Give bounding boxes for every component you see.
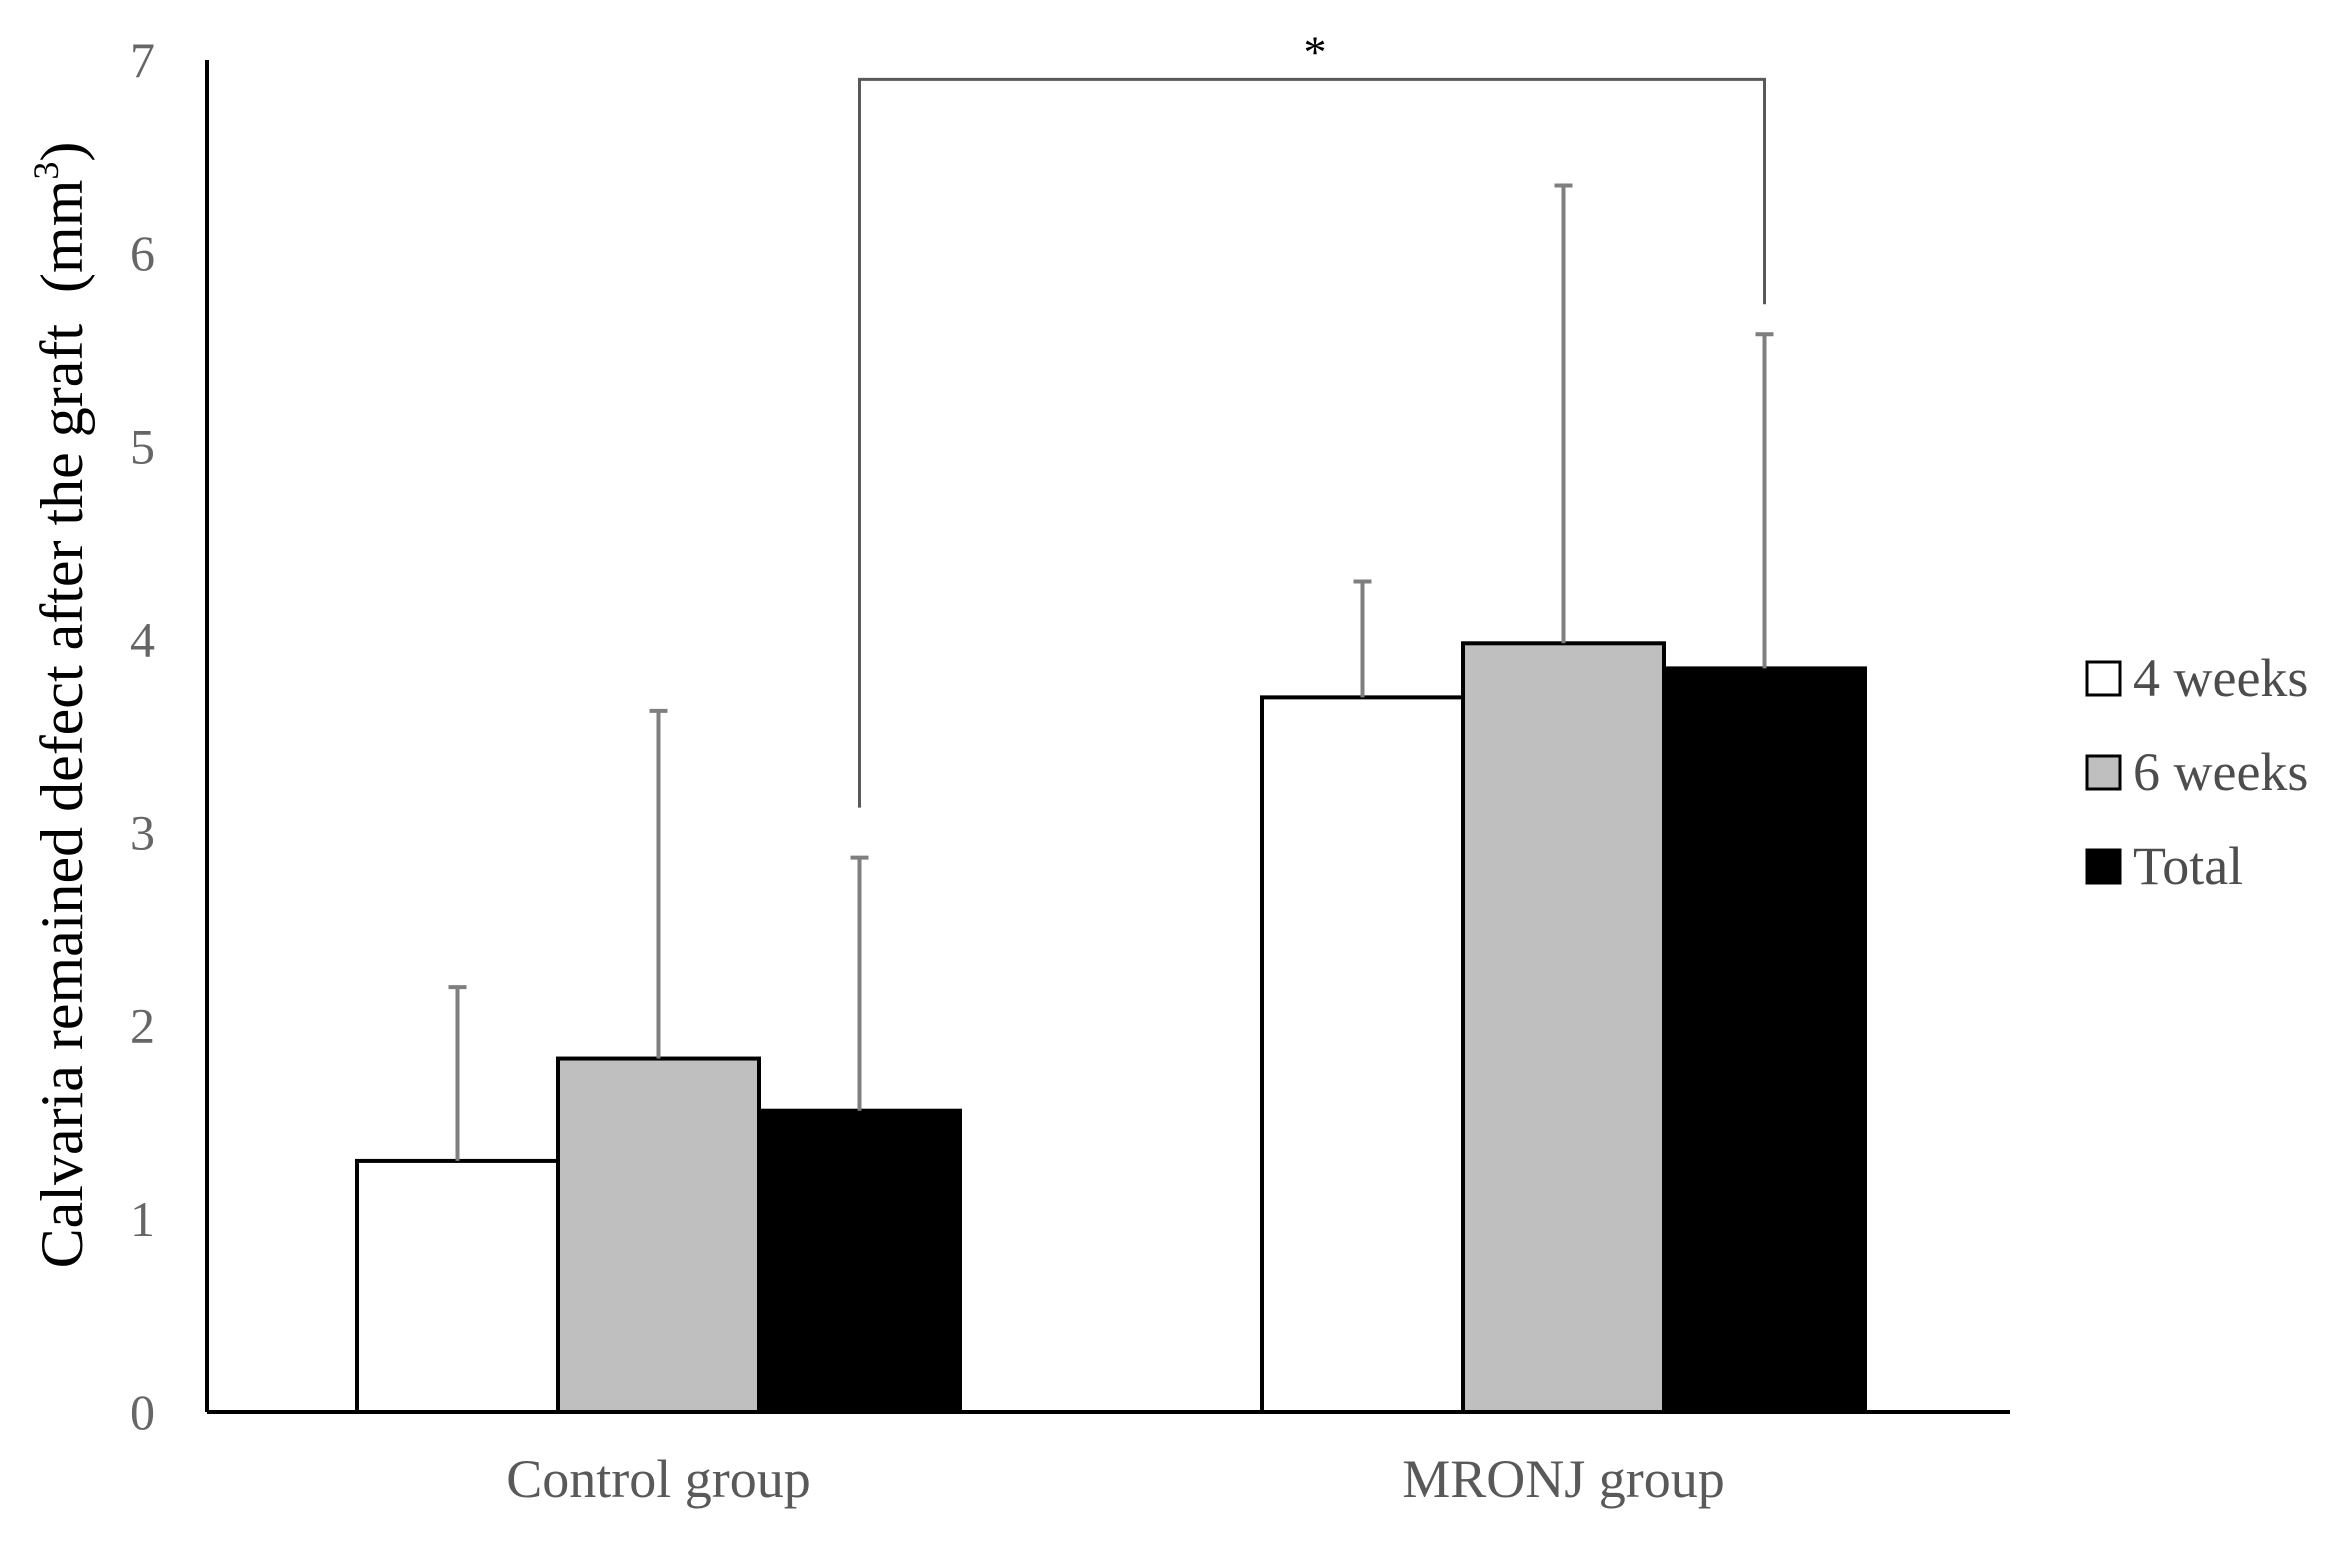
error-bar <box>448 985 467 1161</box>
bar-6-weeks-1 <box>1461 641 1666 1414</box>
legend: 4 weeks 6 weeks Total <box>2085 648 2308 896</box>
legend-label: Total <box>2133 836 2243 896</box>
y-tick-label: 7 <box>130 32 155 88</box>
error-bar <box>850 855 869 1111</box>
bar-total-0 <box>757 1108 962 1414</box>
y-axis-title: Calvaria remained defect after the graft… <box>26 142 95 1269</box>
legend-item: 4 weeks <box>2085 648 2308 708</box>
error-bar <box>1755 332 1774 669</box>
y-tick-label: 6 <box>130 225 155 281</box>
axes-layer <box>205 60 2010 1414</box>
x-category-label: Control group <box>506 1449 811 1509</box>
y-ticks-layer: 0 1 2 3 4 5 6 7 <box>130 32 155 1440</box>
legend-item: Total <box>2085 836 2243 896</box>
y-axis-unit-close: ) <box>29 142 95 162</box>
legend-label: 4 weeks <box>2133 648 2308 708</box>
y-tick-label: 1 <box>130 1191 155 1247</box>
y-axis-unit-sup: 3 <box>26 162 66 180</box>
significance-layer: * <box>858 26 1766 808</box>
bar-4-weeks-1 <box>1260 695 1465 1414</box>
y-tick-label: 4 <box>130 611 155 667</box>
bar-4-weeks-0 <box>355 1158 560 1415</box>
error-bars-layer <box>448 183 1774 1161</box>
bars-layer <box>355 641 1867 1415</box>
error-bar <box>1353 579 1372 698</box>
y-axis-title-text: Calvaria remained defect after the graft <box>29 324 95 1269</box>
y-tick-label: 0 <box>130 1384 155 1440</box>
y-tick-label: 2 <box>130 998 155 1054</box>
error-bar <box>649 708 668 1059</box>
legend-swatch <box>2085 848 2122 885</box>
error-bar <box>1554 183 1573 644</box>
y-tick-label: 3 <box>130 805 155 861</box>
bar-total-1 <box>1662 666 1867 1414</box>
significance-asterisk: * <box>1304 26 1327 77</box>
legend-label: 6 weeks <box>2133 742 2308 802</box>
x-category-label: MRONJ group <box>1402 1449 1725 1509</box>
bar-6-weeks-0 <box>556 1056 761 1414</box>
x-categories-layer: Control group MRONJ group <box>506 1449 1725 1509</box>
y-axis-unit: (mm <box>29 180 95 293</box>
y-tick-label: 5 <box>130 418 155 474</box>
significance-bracket <box>858 77 1766 808</box>
legend-swatch <box>2085 754 2122 791</box>
legend-item: 6 weeks <box>2085 742 2308 802</box>
legend-swatch <box>2085 660 2122 697</box>
